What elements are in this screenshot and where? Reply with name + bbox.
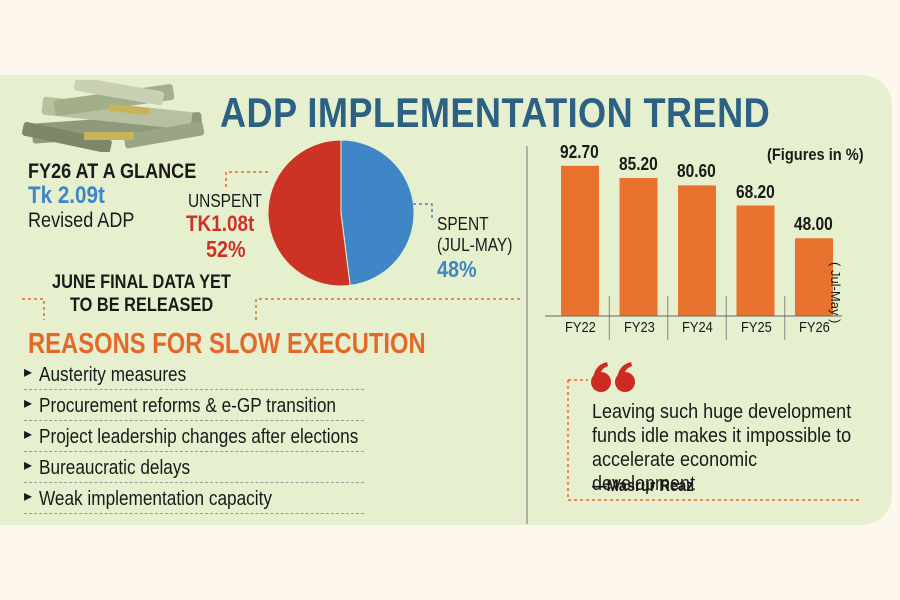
triangle-bullet-icon: ▸ (24, 488, 33, 505)
bar-fy26 (795, 238, 833, 316)
figures-unit-note: (Figures in %) (767, 145, 864, 164)
bar-value-label: 68.20 (735, 181, 775, 202)
reason-item: ▸ Weak implementation capacity (24, 483, 364, 514)
unspent-amount: TK1.08t (186, 211, 255, 236)
pie-slice-spent (340, 139, 415, 286)
quote-marks-icon (591, 362, 635, 392)
triangle-bullet-icon: ▸ (24, 426, 33, 443)
bar-value-label: 80.60 (677, 161, 716, 182)
reason-text: Procurement reforms & e-GP transition (39, 395, 336, 417)
reason-item: ▸ Bureaucratic delays (24, 452, 364, 483)
reasons-heading: REASONS FOR SLOW EXECUTION (28, 328, 426, 360)
unspent-percent: 52% (206, 236, 246, 262)
bar-value-label: 85.20 (618, 153, 658, 174)
note-line-2: TO BE RELEASED (70, 295, 214, 316)
glance-amount: Tk 2.09t (28, 182, 105, 209)
bar-value-label: 48.00 (794, 214, 833, 235)
quote-author: —Masrur Reaz (592, 476, 694, 495)
reason-text: Bureaucratic delays (39, 457, 191, 479)
note-bracket (22, 298, 520, 320)
pie-slice-unspent (267, 139, 351, 287)
x-tick-label: FY25 (740, 319, 772, 336)
unspent-leader-line (225, 171, 268, 188)
x-tick-label: FY24 (682, 319, 713, 336)
page-title: ADP IMPLEMENTATION TREND (220, 89, 771, 136)
spent-leader-line (413, 203, 433, 218)
reason-item: ▸ Project leadership changes after elect… (24, 421, 364, 452)
reason-text: Austerity measures (39, 364, 187, 386)
triangle-bullet-icon: ▸ (24, 364, 33, 381)
quote-bracket (567, 379, 860, 501)
quote-text: Leaving such huge development funds idle… (592, 401, 852, 495)
bar-fy24 (678, 185, 716, 316)
bar-fy22 (561, 165, 599, 316)
spent-label: SPENT (437, 214, 489, 234)
triangle-bullet-icon: ▸ (24, 395, 33, 412)
unspent-label: UNSPENT (188, 191, 262, 211)
reason-text: Project leadership changes after electio… (39, 426, 359, 448)
money-stack-icon (22, 80, 205, 152)
reason-text: Weak implementation capacity (39, 488, 272, 510)
triangle-bullet-icon: ▸ (24, 457, 33, 474)
x-tick-label: FY23 (623, 319, 655, 336)
bar-fy23 (619, 177, 658, 316)
glance-label: Revised ADP (28, 209, 135, 232)
bar-fy25 (736, 205, 775, 316)
x-tick-label: FY26 (799, 319, 830, 336)
x-tick-label: FY22 (565, 319, 596, 336)
note-line-1: JUNE FINAL DATA YET (52, 272, 231, 293)
spent-period: (JUL-MAY) (437, 235, 513, 255)
reason-item: ▸ Austerity measures (24, 359, 364, 390)
bar-value-label: 92.70 (560, 141, 599, 162)
glance-heading: FY26 AT A GLANCE (28, 160, 197, 183)
spent-percent: 48% (437, 256, 477, 282)
reason-item: ▸ Procurement reforms & e-GP transition (24, 390, 364, 421)
jul-may-annotation: ( Jul-May ) (828, 262, 843, 324)
